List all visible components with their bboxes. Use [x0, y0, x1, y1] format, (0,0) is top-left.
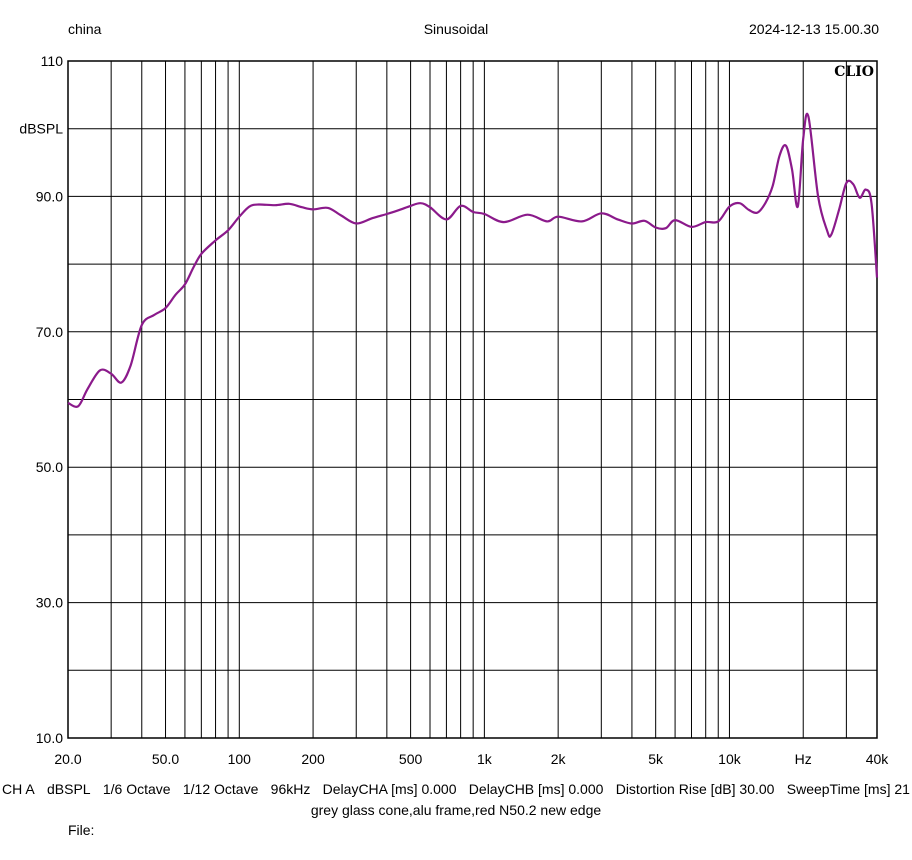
x-tick-label: 100 [228, 751, 252, 767]
x-tick-label: 500 [399, 751, 423, 767]
x-tick-label: 10k [718, 751, 742, 767]
header-title-left: china [68, 21, 102, 37]
header-title-center: Sinusoidal [423, 21, 489, 37]
footer-setting-item: 1/12 Octave [182, 781, 259, 797]
y-tick-label: 90.0 [36, 188, 63, 204]
x-tick-label: 40k [866, 751, 890, 767]
y-tick-label: 10.0 [36, 730, 63, 746]
x-tick-label: 1k [477, 751, 493, 767]
trace-group [67, 112, 879, 408]
footer-settings: CH A dBSPL 1/6 Octave 1/12 Octave 96kHz Delay… [2, 781, 910, 797]
x-tick-label: Hz [795, 751, 812, 767]
clio-logo: CLIO [834, 64, 874, 80]
y-tick-label: dBSPL [19, 121, 63, 137]
y-tick-label: 110 [41, 53, 64, 69]
vertical-gridlines [110, 61, 847, 738]
x-tick-label: 50.0 [152, 751, 179, 767]
footer-setting-item: DelayCHA [ms] 0.000 [322, 781, 457, 797]
footer-setting-item: dBSPL [46, 781, 91, 797]
y-tick-label: 70.0 [36, 324, 63, 340]
response-trace [67, 112, 879, 408]
footer-setting-item: 96kHz [270, 781, 311, 797]
footer-setting-item: CH A [2, 781, 35, 797]
footer-setting-item: 1/6 Octave [102, 781, 171, 797]
x-tick-label: 5k [648, 751, 664, 767]
footer-file-label: File: [68, 822, 95, 838]
header-timestamp: 2024-12-13 15.00.30 [749, 21, 879, 37]
x-tick-label: 200 [301, 751, 325, 767]
y-tick-label: 50.0 [36, 459, 63, 475]
x-axis-labels: 20.0 50.0 100 200 500 1k 2k 5k 10k Hz 40k [54, 751, 889, 767]
y-tick-label: 30.0 [36, 595, 63, 611]
horizontal-gridlines [68, 128, 877, 671]
footer-setting-item: DelayCHB [ms] 0.000 [468, 781, 604, 797]
x-tick-label: 20.0 [54, 751, 81, 767]
footer-setting-item: Distortion Rise [dB] 30.00 [615, 781, 775, 797]
x-tick-label: 2k [551, 751, 567, 767]
footer-setting-item: SweepTime [ms] 21 [786, 781, 910, 797]
frequency-response-chart: 110 dBSPL 90.0 70.0 50.0 30.0 10.0 20.0 50.0 100… [19, 53, 889, 767]
footer-description: grey glass cone,alu frame,red N50.2 new … [310, 802, 602, 818]
y-axis-labels: 110 dBSPL 90.0 70.0 50.0 30.0 10.0 [19, 53, 63, 746]
